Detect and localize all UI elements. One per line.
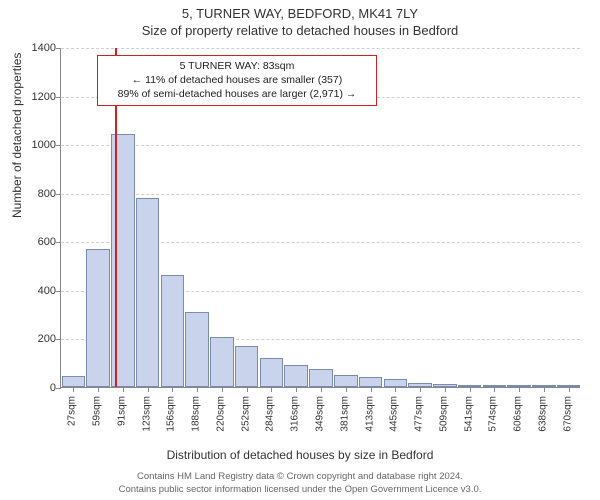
histogram-bar	[334, 375, 358, 387]
x-tick-label: 188sqm	[191, 396, 202, 432]
y-tick-mark	[56, 242, 61, 243]
histogram-bar	[359, 377, 383, 387]
y-tick-label: 800	[16, 188, 56, 200]
annotation-line-3: 89% of semi-detached houses are larger (…	[104, 87, 370, 101]
y-tick-label: 200	[16, 333, 56, 345]
histogram-bar	[62, 376, 86, 387]
x-tick-mark	[395, 387, 396, 392]
y-tick-mark	[56, 97, 61, 98]
x-tick-label: 638sqm	[537, 396, 548, 432]
gridline	[61, 194, 580, 195]
x-tick-label: 349sqm	[315, 396, 326, 432]
x-tick-mark	[172, 387, 173, 392]
x-tick-label: 220sqm	[215, 396, 226, 432]
caption: Contains HM Land Registry data © Crown c…	[0, 471, 600, 496]
x-tick-mark	[569, 387, 570, 392]
x-tick-label: 670sqm	[562, 396, 573, 432]
x-tick-label: 59sqm	[92, 396, 103, 426]
x-tick-mark	[544, 387, 545, 392]
x-tick-mark	[222, 387, 223, 392]
histogram-bar	[235, 346, 259, 387]
histogram-bar	[86, 249, 110, 387]
x-tick-label: 381sqm	[339, 396, 350, 432]
y-tick-mark	[56, 339, 61, 340]
histogram-bar	[309, 369, 333, 387]
x-tick-mark	[321, 387, 322, 392]
histogram-bar	[210, 337, 234, 387]
y-tick-label: 1200	[16, 91, 56, 103]
x-tick-mark	[148, 387, 149, 392]
x-tick-label: 574sqm	[488, 396, 499, 432]
x-tick-label: 156sqm	[166, 396, 177, 432]
y-tick-mark	[56, 145, 61, 146]
chart-title-address: 5, TURNER WAY, BEDFORD, MK41 7LY	[0, 0, 600, 21]
x-tick-label: 445sqm	[389, 396, 400, 432]
x-tick-mark	[420, 387, 421, 392]
x-tick-label: 252sqm	[240, 396, 251, 432]
annotation-box: 5 TURNER WAY: 83sqm ← 11% of detached ho…	[97, 55, 377, 106]
x-tick-label: 509sqm	[438, 396, 449, 432]
histogram-bar	[136, 198, 160, 387]
gridline	[61, 145, 580, 146]
x-axis-label: Distribution of detached houses by size …	[0, 448, 600, 462]
annotation-line-1: 5 TURNER WAY: 83sqm	[104, 59, 370, 73]
x-tick-label: 606sqm	[513, 396, 524, 432]
x-tick-mark	[123, 387, 124, 392]
x-tick-label: 91sqm	[116, 396, 127, 426]
x-tick-mark	[346, 387, 347, 392]
x-tick-label: 123sqm	[141, 396, 152, 432]
y-tick-label: 400	[16, 285, 56, 297]
x-tick-label: 477sqm	[414, 396, 425, 432]
histogram-bar	[384, 379, 408, 387]
x-tick-label: 413sqm	[364, 396, 375, 432]
y-tick-mark	[56, 388, 61, 389]
y-tick-mark	[56, 291, 61, 292]
x-tick-mark	[247, 387, 248, 392]
x-tick-mark	[197, 387, 198, 392]
x-tick-label: 27sqm	[67, 396, 78, 426]
x-tick-mark	[371, 387, 372, 392]
x-tick-label: 316sqm	[290, 396, 301, 432]
histogram-bar	[161, 275, 185, 387]
y-tick-label: 0	[16, 382, 56, 394]
x-tick-mark	[98, 387, 99, 392]
x-tick-mark	[271, 387, 272, 392]
caption-line-1: Contains HM Land Registry data © Crown c…	[0, 471, 600, 483]
x-tick-mark	[73, 387, 74, 392]
gridline	[61, 48, 580, 49]
y-tick-mark	[56, 48, 61, 49]
y-tick-label: 1400	[16, 42, 56, 54]
caption-line-2: Contains public sector information licen…	[0, 484, 600, 496]
histogram-bar	[185, 312, 209, 387]
x-tick-mark	[494, 387, 495, 392]
y-tick-label: 600	[16, 236, 56, 248]
y-tick-mark	[56, 194, 61, 195]
x-tick-mark	[445, 387, 446, 392]
x-tick-label: 284sqm	[265, 396, 276, 432]
histogram-bar	[284, 365, 308, 387]
x-tick-mark	[470, 387, 471, 392]
chart-container: { "titles": { "line1": "5, TURNER WAY, B…	[0, 0, 600, 500]
x-tick-mark	[519, 387, 520, 392]
annotation-line-2: ← 11% of detached houses are smaller (35…	[104, 73, 370, 87]
histogram-bar	[260, 358, 284, 387]
x-tick-label: 541sqm	[463, 396, 474, 432]
y-tick-label: 1000	[16, 139, 56, 151]
x-tick-mark	[296, 387, 297, 392]
chart-title-subtitle: Size of property relative to detached ho…	[0, 21, 600, 38]
